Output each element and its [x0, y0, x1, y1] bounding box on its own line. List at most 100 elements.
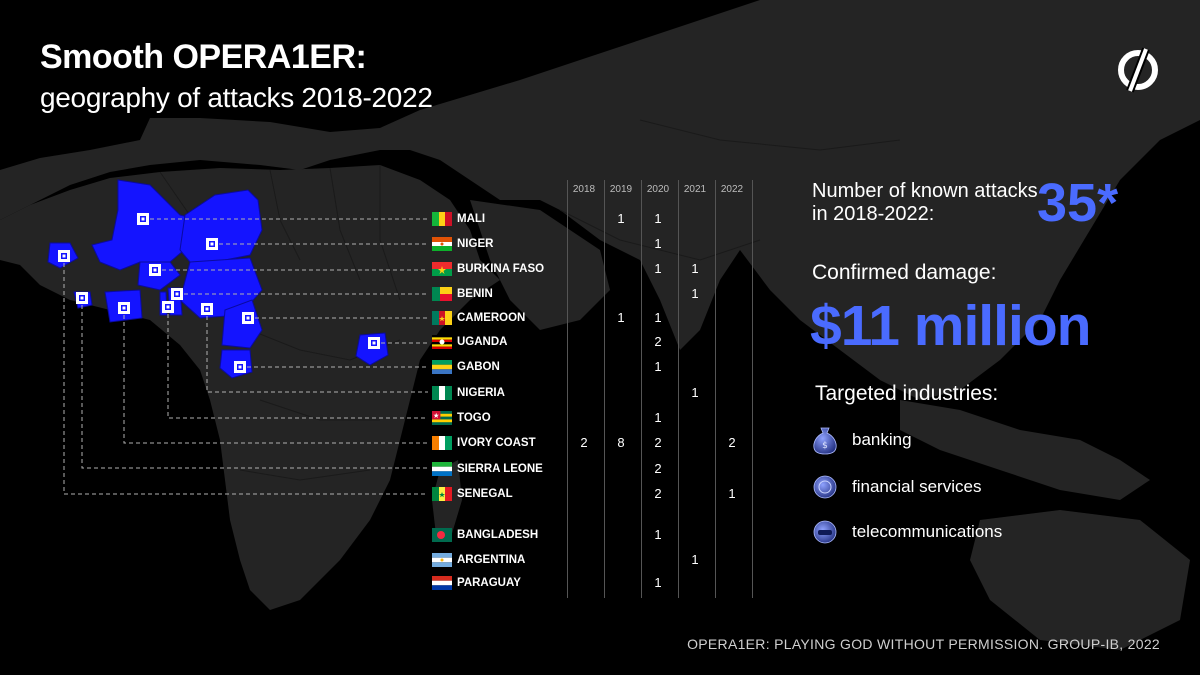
- group-ib-logo-icon: [1118, 47, 1158, 93]
- country-name: CAMEROON: [457, 312, 526, 324]
- attack-count-cell: 1: [654, 261, 662, 276]
- attack-count-cell: 1: [691, 286, 699, 301]
- coin-icon: [813, 475, 837, 499]
- leader-sierra-leone: [81, 305, 428, 469]
- sierra-leone-flag-icon: [432, 462, 452, 476]
- table-row: BANGLADESH 1: [432, 527, 752, 542]
- industries-title: Targeted industries:: [815, 382, 999, 405]
- attack-count-cell: 1: [691, 552, 699, 567]
- country-name: MALI: [457, 213, 486, 225]
- table-column-divider: [567, 180, 568, 598]
- money-bag-icon: $: [813, 427, 837, 455]
- table-row: PARAGUAY 1: [432, 575, 752, 590]
- country-name: NIGER: [457, 238, 494, 250]
- paraguay-flag-icon: [432, 576, 452, 590]
- table-row: GABON 1: [432, 359, 752, 374]
- country-name: TOGO: [457, 412, 491, 424]
- industry-label: financial services: [852, 477, 982, 496]
- table-column-divider: [715, 180, 716, 598]
- country-name: IVORY COAST: [457, 437, 536, 449]
- attack-count-cell: 2: [728, 435, 736, 450]
- country-name: BURKINA FASO: [457, 263, 545, 275]
- industry-label: banking: [852, 430, 912, 449]
- marker-nigeria: [201, 303, 213, 315]
- uganda-flag-icon: [432, 335, 452, 349]
- marker-uganda: [368, 337, 380, 349]
- country-markers: [58, 213, 380, 373]
- table-row: SENEGAL 2 1: [432, 486, 752, 501]
- country-name: NIGERIA: [457, 387, 505, 399]
- table-row: IVORY COAST 2 8 2 2: [432, 435, 752, 450]
- page-subtitle: geography of attacks 2018-2022: [40, 82, 433, 113]
- table-row: NIGER 1: [432, 236, 752, 251]
- page-title: Smooth OPERA1ER:: [40, 38, 367, 76]
- table-row: CAMEROON 1 1: [432, 310, 752, 325]
- marker-cameroon: [242, 312, 254, 324]
- marker-togo: [162, 301, 174, 313]
- attacks-count-label: Number of known attacks in 2018-2022:: [812, 180, 1038, 225]
- industry-label: telecommunications: [852, 522, 1003, 541]
- attack-count-cell: 1: [617, 310, 625, 325]
- country-name: SIERRA LEONE: [457, 463, 543, 475]
- attacks-count-value: 35*: [1037, 173, 1119, 233]
- attack-count-cell: 2: [580, 435, 588, 450]
- marker-gabon: [234, 361, 246, 373]
- marker-senegal: [58, 250, 70, 262]
- ivory-coast-flag-icon: [432, 436, 452, 450]
- argentina-flag-icon: [432, 553, 452, 567]
- attack-count-cell: 1: [728, 486, 736, 501]
- attack-count-cell: 8: [617, 435, 625, 450]
- cameroon-flag-icon: [432, 311, 452, 325]
- attack-count-cell: 1: [654, 310, 662, 325]
- leader-lines: [63, 218, 428, 495]
- year-header: 2018: [572, 184, 596, 195]
- attack-count-cell: 2: [654, 435, 662, 450]
- country-name: ARGENTINA: [457, 554, 526, 566]
- year-header: 2021: [683, 184, 707, 195]
- table-column-divider: [604, 180, 605, 598]
- svg-text:$: $: [822, 441, 828, 451]
- leader-ivory-coast: [123, 315, 428, 444]
- country-name: BENIN: [457, 288, 493, 300]
- phone-icon: [813, 520, 837, 544]
- attack-count-cell: 2: [654, 461, 662, 476]
- marker-sierra-leone: [76, 292, 88, 304]
- country-name: GABON: [457, 361, 500, 373]
- country-name: SENEGAL: [457, 488, 513, 500]
- damage-label: Confirmed damage:: [812, 261, 997, 284]
- table-row: MALI 1 1: [432, 211, 752, 226]
- source-footer: OPERA1ER: PLAYING GOD WITHOUT PERMISSION…: [687, 636, 1160, 652]
- landmass: [0, 0, 1200, 650]
- leader-senegal: [63, 263, 428, 495]
- year-header: 2020: [646, 184, 670, 195]
- table-column-divider: [752, 180, 753, 598]
- burkina-faso-flag-icon: [432, 262, 452, 276]
- country-name: BANGLADESH: [457, 529, 539, 541]
- attack-count-cell: 2: [654, 334, 662, 349]
- table-row: UGANDA 2: [432, 334, 752, 349]
- attack-count-cell: 1: [654, 410, 662, 425]
- attack-count-cell: 1: [654, 236, 662, 251]
- attack-count-cell: 1: [617, 211, 625, 226]
- country-name: PARAGUAY: [457, 577, 521, 589]
- attack-count-cell: 1: [691, 261, 699, 276]
- country-name: UGANDA: [457, 336, 508, 348]
- marker-ivory-coast: [118, 302, 130, 314]
- attack-count-cell: 1: [691, 385, 699, 400]
- marker-niger: [206, 238, 218, 250]
- mali-flag-icon: [432, 212, 452, 226]
- table-column-divider: [641, 180, 642, 598]
- marker-burkina-faso: [149, 264, 161, 276]
- attack-count-cell: 2: [654, 486, 662, 501]
- marker-mali: [137, 213, 149, 225]
- gabon-flag-icon: [432, 360, 452, 374]
- table-column-divider: [678, 180, 679, 598]
- nigeria-flag-icon: [432, 386, 452, 400]
- bangladesh-flag-icon: [432, 528, 452, 542]
- table-row: BURKINA FASO 1 1: [432, 261, 752, 276]
- table-row: ARGENTINA 1: [432, 552, 752, 567]
- table-row: SIERRA LEONE 2: [432, 461, 752, 476]
- table-row: NIGERIA 1: [432, 385, 752, 400]
- marker-benin: [171, 288, 183, 300]
- damage-value: $11 million: [810, 294, 1091, 358]
